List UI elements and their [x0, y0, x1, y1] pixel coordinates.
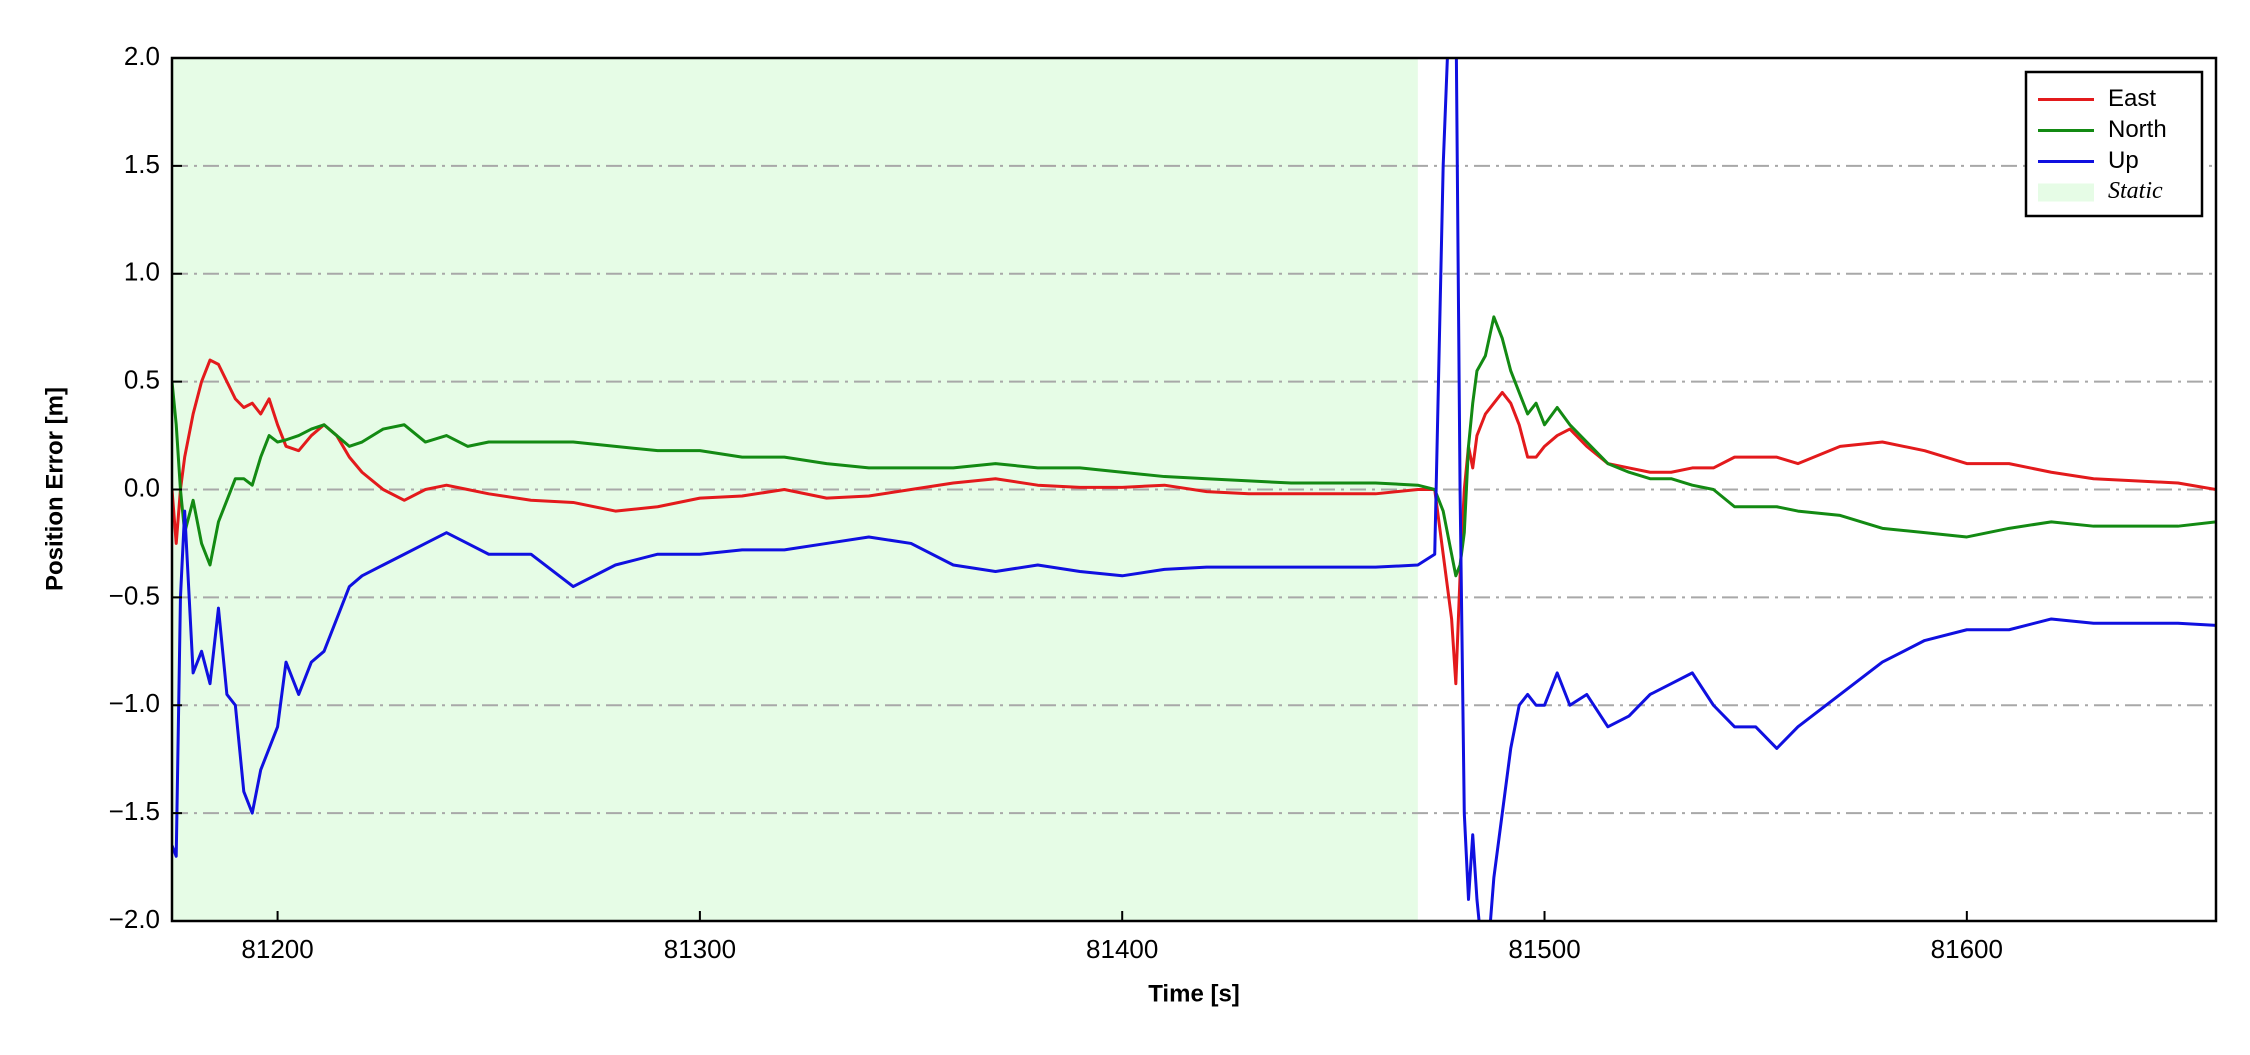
x-tick-label: 81400	[1086, 934, 1158, 964]
x-axis-label: Time [s]	[1148, 980, 1240, 1007]
y-tick-label: −1.5	[109, 796, 160, 826]
y-axis-label: Position Error [m]	[41, 387, 68, 591]
y-tick-label: 2.0	[124, 41, 160, 71]
legend-label: Static	[2108, 178, 2163, 204]
y-tick-label: 1.0	[124, 257, 160, 287]
series-line	[172, 315, 2216, 578]
series-line	[172, 358, 2216, 686]
y-tick-label: −0.5	[109, 580, 160, 610]
y-tick-label: 0.5	[124, 365, 160, 395]
lines	[172, 58, 2216, 921]
y-tick-label: −1.0	[109, 688, 160, 718]
x-tick-label: 81300	[664, 934, 736, 964]
series-line	[172, 58, 2216, 921]
legend-label: Up	[2108, 147, 2139, 174]
y-tick-label: 1.5	[124, 149, 160, 179]
y-tick-label: 0.0	[124, 472, 160, 502]
legend: East North Up Static	[2024, 70, 2204, 218]
x-tick-label: 81500	[1508, 934, 1580, 964]
axes: −2.0 −1.5 −1.0 −0.5 0.0 0.5 1.0 1.5 2.0 81200 8130…	[109, 41, 2003, 964]
legend-label: North	[2108, 116, 2167, 143]
legend-label: East	[2108, 85, 2156, 112]
y-tick-label: −2.0	[109, 904, 160, 934]
x-tick-label: 81200	[241, 934, 313, 964]
x-tick-label: 81600	[1931, 934, 2003, 964]
legend-swatch	[2038, 183, 2094, 202]
